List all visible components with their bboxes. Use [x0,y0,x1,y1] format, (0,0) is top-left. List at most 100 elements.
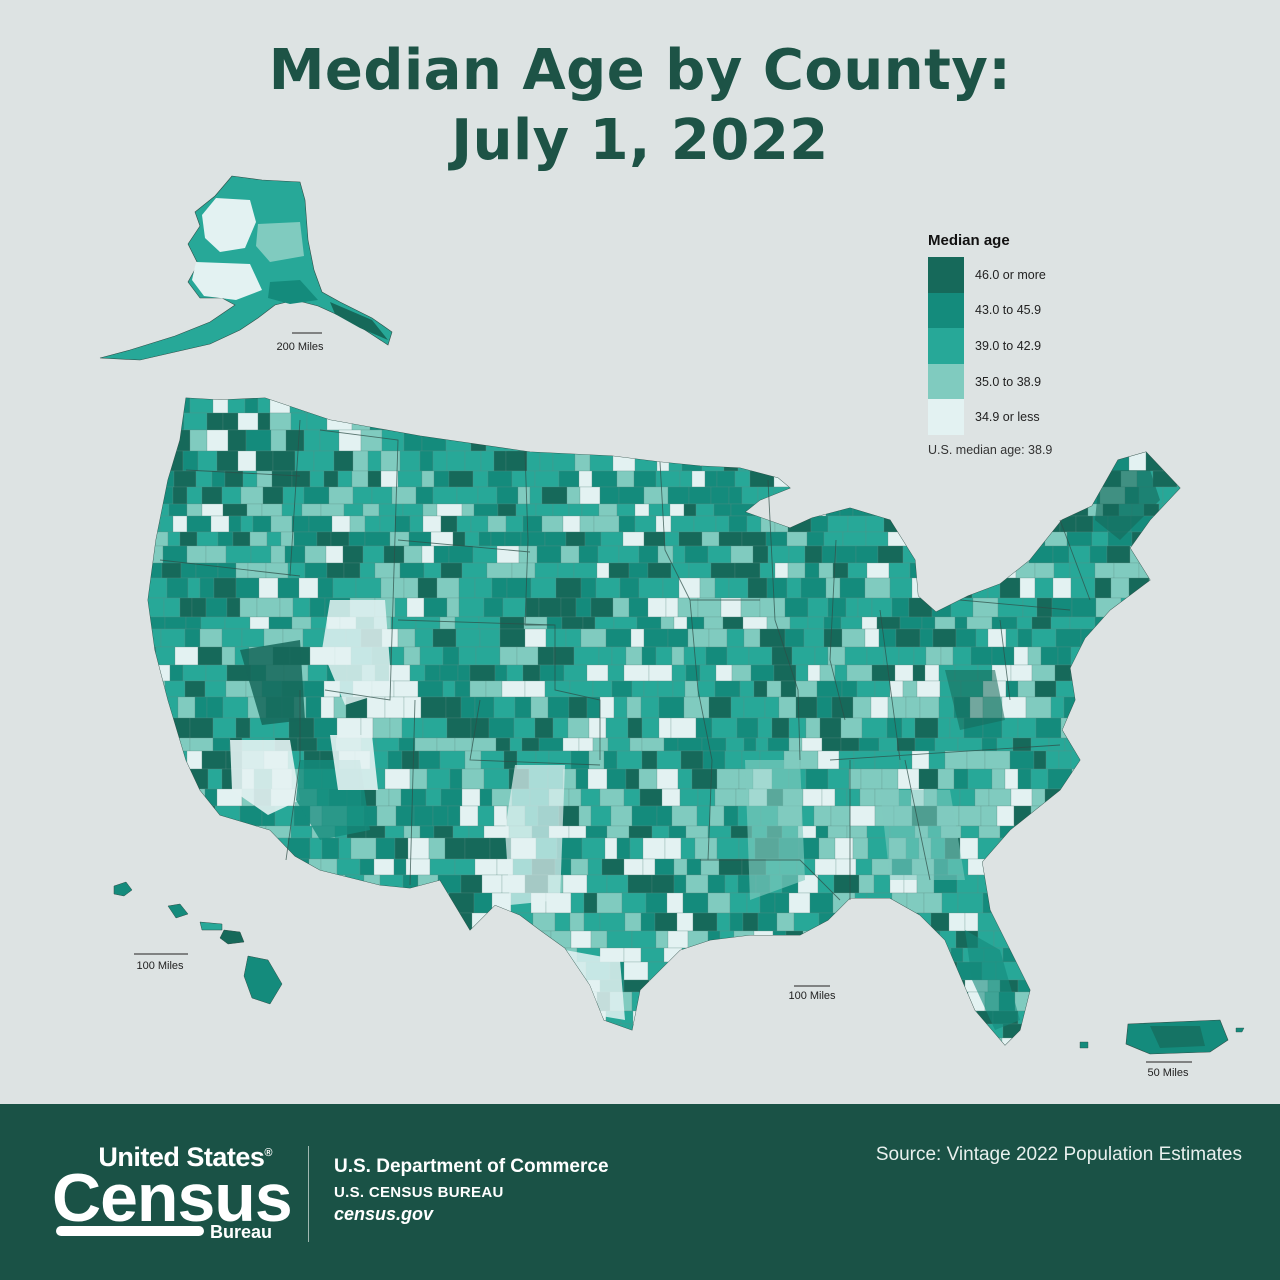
county-cell [755,737,769,752]
county-cell [539,450,554,472]
county-cell [678,531,703,547]
county-cell [421,470,435,488]
county-cell [372,717,391,739]
county-cell [246,503,263,517]
county-cell [814,858,837,876]
county-cell [1173,562,1180,579]
county-cell [352,486,373,505]
county-cell [654,858,675,876]
county-cell [477,412,496,431]
county-cell [1017,1010,1044,1025]
legend-label: 35.0 to 38.9 [975,374,1042,389]
county-cell [750,664,775,682]
alaska-southwest-young [192,262,262,300]
county-cell [148,628,162,648]
county-cell [148,450,166,472]
county-cell [1014,991,1032,1012]
county-cell [479,979,502,993]
census-website-link[interactable]: census.gov [334,1204,434,1224]
county-cell [666,892,684,914]
county-cell [214,1023,229,1039]
county-cell [470,429,487,452]
county-cell [987,577,1001,599]
county-cell [796,398,821,414]
county-cell [881,768,899,790]
county-cell [656,450,670,472]
county-cell [1071,768,1085,790]
county-cell [618,545,640,564]
county-cell [185,616,202,630]
county-cell [360,429,383,452]
county-cell [1031,858,1053,876]
county-cell [728,412,743,431]
county-cell [827,961,845,981]
county-cell [529,398,555,414]
county-cell [1159,545,1180,564]
county-cell [883,515,902,533]
county-cell [1095,597,1122,618]
county-cell [891,597,910,618]
county-cell [608,562,630,579]
county-cell [1125,825,1150,839]
county-cell [612,597,630,618]
logo-census: Census [52,1160,293,1236]
county-cell [185,979,205,993]
black-belt-light [880,790,965,880]
county-cell [601,858,625,876]
county-cell [1096,680,1112,698]
county-cell [538,737,564,752]
county-cell [1031,788,1046,807]
county-cell [497,503,517,517]
county-cell [925,646,942,666]
county-cell [585,825,608,839]
county-cell [805,768,829,790]
county-cell [156,837,180,860]
county-cell [413,398,427,414]
county-cell [730,545,754,564]
county-cell [456,486,479,505]
county-cell [613,616,638,630]
county-cell [529,412,548,431]
county-cell [898,646,915,666]
county-cell [934,577,949,599]
county-cell [433,470,450,488]
county-cell [293,531,318,547]
county-cell [355,577,382,599]
county-cell [520,961,546,981]
county-cell [300,961,323,981]
county-cell [684,545,709,564]
florida-west-dark [965,930,1020,1030]
county-cell [793,912,820,932]
county-cell [419,450,434,472]
county-cell [423,562,442,579]
county-cell [918,531,933,547]
county-cell [937,717,951,739]
county-cell [303,429,321,452]
county-cell [379,874,404,894]
county-cell [461,768,485,790]
county-cell [363,1037,390,1045]
county-cell [172,515,188,533]
county-cell [435,1023,451,1039]
county-cell [944,750,968,770]
county-cell [483,597,504,618]
county-cell [982,1037,1003,1045]
county-cell [307,874,325,894]
county-cell [731,1037,752,1045]
county-cell [287,837,311,860]
county-cell [1028,892,1054,914]
county-cell [1040,646,1059,666]
county-cell [724,874,739,894]
county-cell [323,470,339,488]
county-cell [1033,930,1047,949]
county-cell [1155,991,1176,1012]
county-cell [1008,486,1028,505]
county-cell [544,961,571,981]
county-cell [479,628,501,648]
county-cell [566,486,581,505]
county-cell [1016,874,1035,894]
county-cell [1098,991,1120,1012]
county-cell [197,837,214,860]
county-cell [663,737,679,752]
county-cell [1031,979,1057,993]
